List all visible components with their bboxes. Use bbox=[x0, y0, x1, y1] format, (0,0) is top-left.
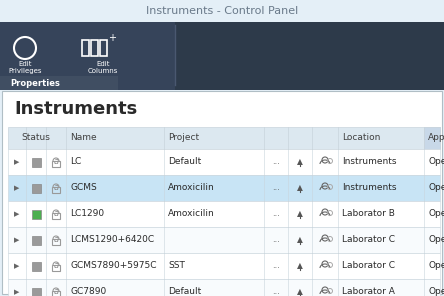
Text: LC: LC bbox=[70, 157, 81, 166]
Text: LC1290: LC1290 bbox=[70, 210, 104, 218]
Bar bbox=[424, 127, 440, 149]
Bar bbox=[8, 175, 440, 201]
Bar bbox=[91, 40, 98, 56]
Text: Location: Location bbox=[342, 133, 381, 142]
Text: Instruments: Instruments bbox=[342, 184, 396, 192]
Text: OpenLA: OpenLA bbox=[428, 184, 444, 192]
Text: Laborator C: Laborator C bbox=[342, 261, 395, 271]
Text: Instruments: Instruments bbox=[14, 100, 137, 118]
Bar bbox=[0, 22, 444, 90]
Text: Applica: Applica bbox=[428, 133, 444, 142]
Bar bbox=[100, 40, 107, 56]
Text: a: a bbox=[53, 184, 59, 192]
Bar bbox=[52, 291, 60, 296]
Text: ...: ... bbox=[272, 184, 280, 192]
Text: Amoxicilin: Amoxicilin bbox=[168, 184, 215, 192]
Text: +: + bbox=[108, 33, 116, 43]
Text: ...: ... bbox=[272, 287, 280, 296]
Text: a: a bbox=[53, 287, 59, 296]
Text: Privileges: Privileges bbox=[8, 68, 42, 74]
Bar bbox=[32, 287, 40, 296]
Text: LCMS1290+6420C: LCMS1290+6420C bbox=[70, 236, 154, 244]
Text: ▶: ▶ bbox=[14, 211, 20, 217]
Text: ▶: ▶ bbox=[14, 185, 20, 191]
Text: ▲: ▲ bbox=[297, 236, 303, 244]
Text: Laborator A: Laborator A bbox=[342, 287, 395, 296]
Text: Default: Default bbox=[168, 287, 201, 296]
Text: ▶: ▶ bbox=[14, 289, 20, 295]
Bar bbox=[8, 149, 440, 175]
Text: SST: SST bbox=[168, 261, 185, 271]
Bar bbox=[32, 184, 40, 192]
Text: ...: ... bbox=[272, 157, 280, 166]
Text: OpenLA: OpenLA bbox=[428, 261, 444, 271]
Text: GCMS7890+5975C: GCMS7890+5975C bbox=[70, 261, 156, 271]
Text: Edit: Edit bbox=[96, 61, 110, 67]
Text: ▶: ▶ bbox=[14, 159, 20, 165]
Text: Status: Status bbox=[22, 133, 51, 142]
Text: ▶: ▶ bbox=[14, 263, 20, 269]
Text: a: a bbox=[53, 157, 59, 166]
Bar bbox=[32, 236, 40, 244]
Bar bbox=[32, 157, 40, 166]
Text: Instruments - Control Panel: Instruments - Control Panel bbox=[146, 6, 298, 16]
Text: Project: Project bbox=[168, 133, 199, 142]
Text: OpenLA: OpenLA bbox=[428, 210, 444, 218]
Text: Amoxicilin: Amoxicilin bbox=[168, 210, 215, 218]
Text: ▲: ▲ bbox=[297, 287, 303, 296]
Text: Properties: Properties bbox=[10, 78, 60, 88]
Bar bbox=[8, 201, 440, 227]
Text: ▲: ▲ bbox=[297, 261, 303, 271]
Bar bbox=[2, 91, 442, 294]
Bar bbox=[82, 40, 89, 56]
Text: OpenLA: OpenLA bbox=[428, 157, 444, 166]
Text: Instruments: Instruments bbox=[342, 157, 396, 166]
Bar bbox=[8, 227, 440, 253]
Text: ▲: ▲ bbox=[297, 157, 303, 166]
Text: ▶: ▶ bbox=[14, 237, 20, 243]
Text: ▲: ▲ bbox=[297, 184, 303, 192]
Text: GC7890: GC7890 bbox=[70, 287, 106, 296]
Text: Edit: Edit bbox=[18, 61, 32, 67]
Bar bbox=[0, 22, 175, 90]
Text: Columns: Columns bbox=[88, 68, 118, 74]
Bar bbox=[52, 265, 60, 271]
Text: GCMS: GCMS bbox=[70, 184, 97, 192]
Text: Laborator B: Laborator B bbox=[342, 210, 395, 218]
Text: ...: ... bbox=[272, 236, 280, 244]
Bar bbox=[52, 213, 60, 219]
Bar bbox=[8, 253, 440, 279]
Bar bbox=[0, 76, 118, 90]
Text: Laborator C: Laborator C bbox=[342, 236, 395, 244]
Bar bbox=[32, 261, 40, 271]
Text: ...: ... bbox=[272, 210, 280, 218]
Text: OpenLA: OpenLA bbox=[428, 287, 444, 296]
Bar bbox=[52, 187, 60, 193]
Text: a: a bbox=[53, 261, 59, 271]
Text: OpenLA: OpenLA bbox=[428, 236, 444, 244]
Text: ...: ... bbox=[272, 261, 280, 271]
Text: Default: Default bbox=[168, 157, 201, 166]
Bar bbox=[8, 127, 440, 149]
Text: Name: Name bbox=[70, 133, 97, 142]
Text: a: a bbox=[53, 236, 59, 244]
Bar bbox=[32, 210, 40, 218]
Text: a: a bbox=[53, 210, 59, 218]
Bar bbox=[52, 239, 60, 245]
Bar bbox=[52, 161, 60, 167]
Bar bbox=[8, 279, 440, 296]
Text: ▲: ▲ bbox=[297, 210, 303, 218]
